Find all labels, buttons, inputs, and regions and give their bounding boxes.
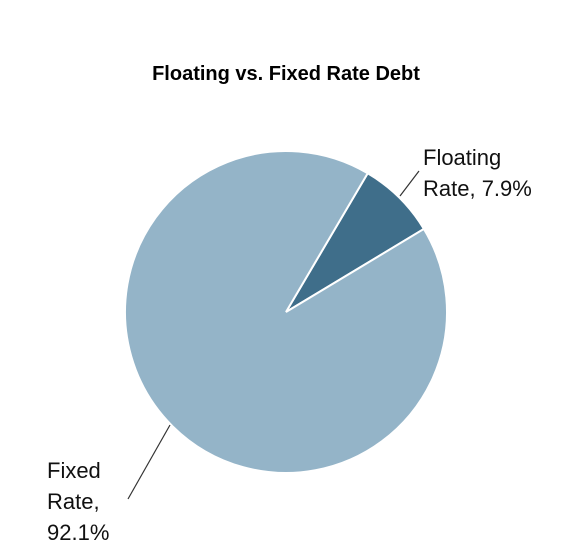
- slice-label: Floating Rate, 7.9%: [423, 145, 532, 201]
- chart-title: Floating vs. Fixed Rate Debt: [152, 63, 420, 85]
- pie-slice: [124, 150, 448, 474]
- slice-label: Fixed Rate, 92.1%: [47, 458, 110, 545]
- leader-line: [399, 170, 420, 197]
- leader-line: [127, 424, 171, 500]
